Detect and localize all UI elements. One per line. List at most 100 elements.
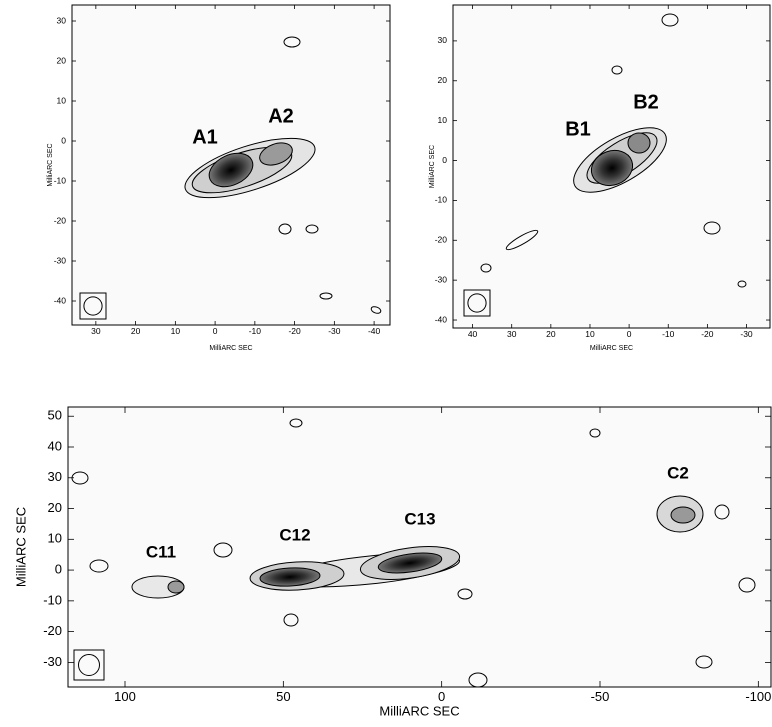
- beam: [467, 293, 487, 313]
- contour: [167, 580, 185, 594]
- contour: [89, 559, 109, 573]
- contour: [505, 229, 539, 251]
- x-tick-label: 10: [585, 329, 595, 339]
- x-tick-label: -10: [249, 326, 262, 336]
- beam: [78, 654, 100, 676]
- y-axis-label: MilliARC SEC: [47, 143, 54, 186]
- contour: [738, 577, 756, 593]
- x-tick-label: 0: [438, 689, 445, 704]
- panel: 100 50 0 -50 -100-30-20-1001020304050MilliAR…: [13, 406, 772, 718]
- contours: [184, 36, 382, 314]
- y-tick-label: 0: [61, 135, 66, 145]
- source-label: C2: [667, 463, 689, 482]
- x-tick-label: -30: [740, 329, 753, 339]
- frame: [67, 406, 772, 688]
- y-tick-label: 10: [48, 531, 62, 546]
- y-tick-label: 30: [48, 469, 62, 484]
- source-label: B2: [633, 91, 659, 113]
- y-tick-label: -20: [43, 623, 62, 638]
- y-axis-label: MilliARC SEC: [13, 507, 28, 587]
- y-tick-label: 50: [48, 408, 62, 423]
- contour: [611, 65, 623, 75]
- x-tick-label: -10: [662, 329, 675, 339]
- contour: [305, 224, 319, 234]
- y-tick-label: 30: [438, 35, 448, 45]
- contour: [468, 672, 488, 687]
- source-label: C12: [279, 525, 310, 544]
- x-tick-label: 50: [276, 689, 290, 704]
- x-tick-label: -100: [745, 689, 771, 704]
- y-tick-label: 20: [438, 75, 448, 85]
- contour: [589, 428, 601, 438]
- x-axis-label: MilliARC SEC: [379, 703, 459, 718]
- source-label: C13: [404, 509, 435, 528]
- x-tick-label: -20: [701, 329, 714, 339]
- contour: [259, 567, 321, 587]
- y-tick-label: 0: [442, 155, 447, 165]
- beam-box: [463, 289, 491, 317]
- y-tick-label: 10: [57, 95, 67, 105]
- y-tick-label: -30: [54, 255, 67, 265]
- x-tick-label: 30: [507, 329, 517, 339]
- contour: [714, 504, 730, 520]
- y-tick-label: 40: [48, 438, 62, 453]
- x-axis-label: MilliARC SEC: [590, 345, 633, 352]
- source-label: A2: [268, 105, 294, 127]
- contour: [283, 613, 299, 627]
- beam-box: [73, 649, 105, 681]
- x-axis-label: MilliARC SEC: [209, 345, 252, 352]
- y-tick-label: -20: [435, 235, 448, 245]
- y-tick-label: -10: [54, 175, 67, 185]
- contour: [213, 542, 233, 558]
- y-axis-label: MilliARC SEC: [429, 145, 436, 188]
- y-tick-label: 30: [57, 15, 67, 25]
- x-tick-label: 0: [213, 326, 218, 336]
- y-tick-label: -40: [435, 314, 448, 324]
- contour: [278, 223, 292, 235]
- contour: [208, 152, 254, 188]
- frame: [71, 4, 391, 326]
- contour: [590, 149, 634, 187]
- contour: [695, 655, 713, 669]
- x-tick-label: 0: [627, 329, 632, 339]
- x-tick-label: -20: [288, 326, 301, 336]
- beam: [83, 296, 103, 316]
- y-tick-label: 0: [55, 562, 62, 577]
- y-tick-label: 20: [48, 500, 62, 515]
- y-tick-label: 10: [438, 115, 448, 125]
- x-tick-label: 10: [171, 326, 181, 336]
- contour: [283, 36, 301, 48]
- x-tick-label: 20: [131, 326, 141, 336]
- contour: [670, 506, 696, 524]
- contour: [259, 142, 293, 166]
- x-tick-label: -40: [368, 326, 381, 336]
- x-tick-label: -30: [328, 326, 341, 336]
- contours: [71, 418, 756, 687]
- y-tick-label: -10: [435, 195, 448, 205]
- contour: [737, 280, 747, 288]
- source-label: B1: [565, 118, 591, 140]
- source-label: C11: [146, 542, 176, 561]
- x-tick-label: 100: [114, 689, 136, 704]
- frame: [452, 4, 771, 329]
- x-tick-label: -50: [591, 689, 610, 704]
- beam-box: [79, 292, 107, 320]
- contour: [457, 588, 473, 600]
- contour: [370, 306, 382, 314]
- contour: [480, 263, 492, 273]
- contour: [661, 13, 679, 27]
- contours: [480, 13, 747, 288]
- contour: [289, 418, 303, 428]
- x-tick-label: 20: [546, 329, 556, 339]
- y-tick-label: 20: [57, 55, 67, 65]
- contour: [377, 552, 443, 574]
- panel: 40 30 20 10 0 -10 -20 -30 -40 -30 -20 -10 0 10 20 30 Mil…: [429, 4, 771, 352]
- panel: 30 20 10 0 -10 -20 -30 -40 -40 -30 -20 -10 0 10 20 30 Mi…: [47, 4, 391, 352]
- contour: [703, 221, 721, 235]
- contour: [319, 292, 333, 300]
- y-tick-label: -30: [435, 274, 448, 284]
- x-tick-label: 30: [91, 326, 101, 336]
- contour: [627, 132, 651, 154]
- y-tick-label: -20: [54, 215, 67, 225]
